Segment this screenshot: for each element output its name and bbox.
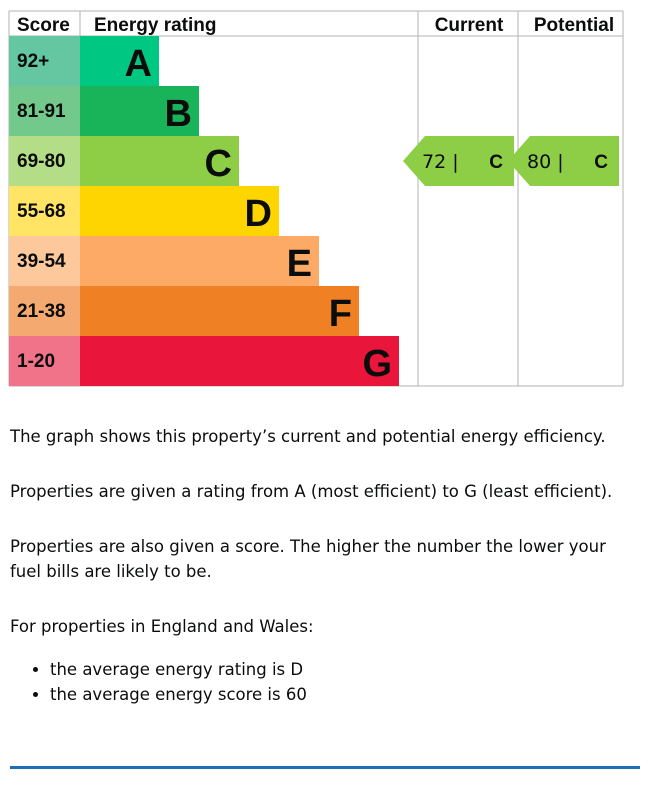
band-letter-b: B <box>165 93 192 135</box>
score-cell-d <box>9 186 80 236</box>
band-bar-f <box>80 286 359 336</box>
band-range-c: 69-80 <box>17 151 66 172</box>
band-range-f: 21-38 <box>17 301 66 322</box>
band-letter-d: D <box>245 193 272 235</box>
band-range-d: 55-68 <box>17 201 66 222</box>
score-cell-f <box>9 286 80 336</box>
band-range-g: 1-20 <box>17 351 55 372</box>
band-letter-f: F <box>329 293 352 335</box>
score-cell-e <box>9 236 80 286</box>
band-letter-a: A <box>125 43 152 85</box>
band-letter-g: G <box>362 343 392 385</box>
band-bar-e <box>80 236 319 286</box>
potential-arrow <box>508 136 619 186</box>
description-rating-range: Properties are given a rating from A (mo… <box>10 482 613 501</box>
current-band-letter: C <box>489 152 503 173</box>
band-range-e: 39-54 <box>17 251 66 272</box>
band-letter-e: E <box>287 243 312 285</box>
description-score: Properties are also given a score. The h… <box>10 537 606 581</box>
current-score: 72 | <box>422 151 459 173</box>
potential-score: 80 | <box>527 151 564 173</box>
band-bar-a <box>80 36 159 86</box>
header-potential: Potential <box>534 15 614 36</box>
band-bar-d <box>80 186 279 236</box>
header-score: Score <box>17 15 70 36</box>
band-range-b: 81-91 <box>17 101 66 122</box>
rating-bands: 92+ A 81-91 B 69-80 C 55-68 D 39-54 E 21-38 F 1-20 G <box>9 36 399 386</box>
description-current-potential: The graph shows this property’s current … <box>10 427 606 446</box>
score-cell-b <box>9 86 80 136</box>
band-bar-b <box>80 86 199 136</box>
band-bar-c <box>80 136 239 186</box>
header-current: Current <box>435 15 504 36</box>
rating-arrows: 72 | C 80 | C <box>403 136 619 186</box>
band-bar-g <box>80 336 399 386</box>
score-cell-g <box>9 336 80 386</box>
section-divider <box>10 766 640 769</box>
header-energy-rating: Energy rating <box>94 15 216 36</box>
band-letter-c: C <box>205 143 232 185</box>
score-cell-c <box>9 136 80 186</box>
average-list: the average energy rating is D the avera… <box>10 657 307 707</box>
description-england-wales: For properties in England and Wales: <box>10 617 314 636</box>
potential-band-letter: C <box>594 152 608 173</box>
energy-rating-chart: Score Energy rating Current Potential 92… <box>8 10 624 387</box>
average-score-item: the average energy score is 60 <box>50 682 307 707</box>
average-rating-item: the average energy rating is D <box>50 657 307 682</box>
band-range-a: 92+ <box>17 51 49 72</box>
current-arrow <box>403 136 514 186</box>
score-cell-a <box>9 36 80 86</box>
